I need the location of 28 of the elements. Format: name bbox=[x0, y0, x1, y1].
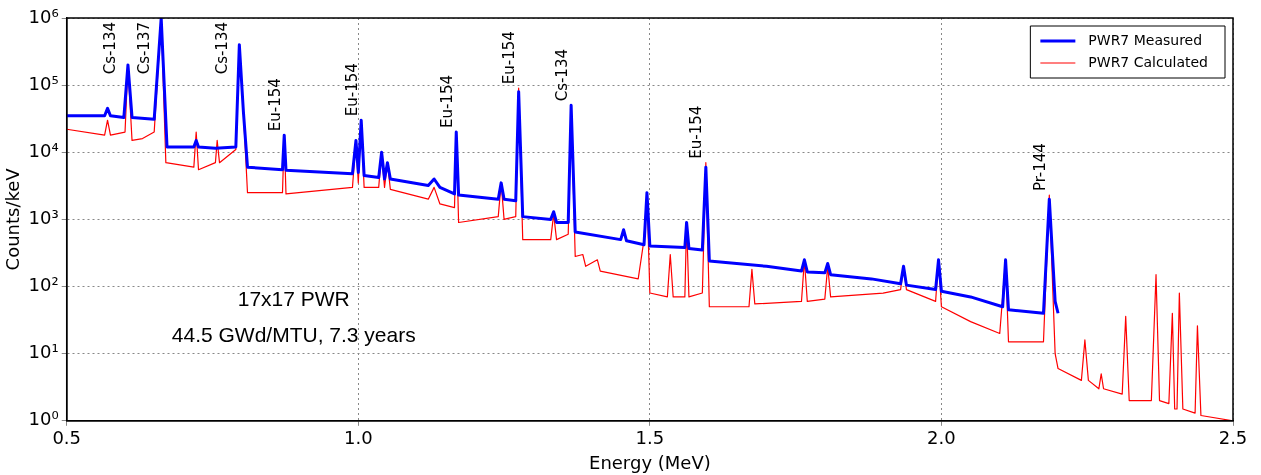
x-tick-label: 2.5 bbox=[1218, 427, 1248, 449]
annotation: Cs-134 bbox=[212, 21, 231, 75]
annotation: Eu-154 bbox=[342, 63, 361, 117]
y-tick-label: 10³ bbox=[28, 207, 59, 229]
annotation: 17x17 PWR bbox=[237, 286, 350, 310]
annotation: Eu-154 bbox=[437, 75, 456, 129]
x-tick-label: 1.5 bbox=[635, 427, 665, 449]
annotation: Eu-154 bbox=[265, 78, 284, 132]
x-axis-title: Energy (MeV) bbox=[589, 451, 711, 473]
annotation: Eu-154 bbox=[687, 105, 706, 159]
annotation: Cs-134 bbox=[101, 21, 120, 75]
y-tick-label: 10⁶ bbox=[28, 5, 59, 27]
y-tick-label: 10⁴ bbox=[28, 139, 59, 161]
annotation: Cs-134 bbox=[552, 49, 571, 102]
x-tick-label: 2.0 bbox=[927, 427, 956, 449]
y-tick-label: 10⁰ bbox=[28, 408, 59, 430]
x-tick-label: 0.5 bbox=[52, 427, 82, 449]
legend-label: PWR7 Measured bbox=[1088, 31, 1203, 48]
y-tick-label: 10⁵ bbox=[28, 72, 59, 94]
y-axis-title: Counts/keV bbox=[2, 167, 24, 271]
annotation: 44.5 GWd/MTU, 7.3 years bbox=[171, 322, 416, 346]
annotation: Eu-154 bbox=[500, 31, 519, 85]
y-tick-label: 10¹ bbox=[28, 341, 59, 363]
legend-label: PWR7 Calculated bbox=[1088, 53, 1209, 70]
x-tick-label: 1.0 bbox=[343, 427, 373, 449]
annotation: Pr-144 bbox=[1030, 143, 1049, 192]
y-tick-label: 10² bbox=[28, 274, 59, 296]
annotation: Cs-137 bbox=[134, 21, 153, 75]
